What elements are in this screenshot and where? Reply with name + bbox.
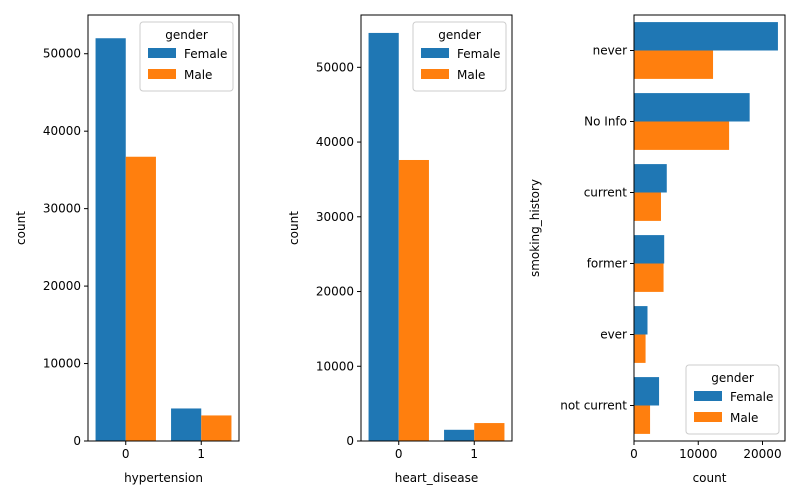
- legend-swatch-male: [148, 69, 176, 79]
- y-tick-label: former: [587, 257, 627, 271]
- legend-title: gender: [165, 28, 208, 42]
- legend-label-female: Female: [184, 47, 227, 61]
- legend-label-female: Female: [457, 47, 500, 61]
- y-tick-label: 0: [346, 434, 354, 448]
- y-axis-label: smoking_history: [528, 179, 542, 277]
- bar-female-1: [444, 429, 475, 441]
- y-tick-label: 20000: [43, 279, 81, 293]
- bar-male-0: [398, 159, 429, 441]
- bar-female-0: [368, 32, 399, 442]
- x-axis-label: count: [693, 471, 727, 485]
- bar-male-1: [201, 415, 232, 441]
- bar-female-0: [95, 38, 126, 442]
- legend-label-male: Male: [730, 411, 758, 425]
- x-tick-label: 0: [122, 447, 130, 461]
- y-axis-label: count: [287, 211, 301, 245]
- bar-male-not-current: [634, 405, 651, 434]
- bar-male-ever: [634, 334, 646, 363]
- x-tick-label: 1: [197, 447, 205, 461]
- axes-frame: [360, 14, 513, 442]
- bar-female-no-info: [634, 93, 750, 122]
- x-axis-label: hypertension: [124, 471, 203, 485]
- y-tick-label: 30000: [43, 202, 81, 216]
- y-tick-label: 50000: [43, 47, 81, 61]
- subplot-2: 0 1 0 10000 20000 30000 40000 50000 heart_diseas…: [287, 14, 513, 485]
- x-tick-label: 0: [395, 447, 403, 461]
- y-tick-label: 40000: [43, 124, 81, 138]
- y-tick-label: No Info: [584, 115, 627, 129]
- legend-label-male: Male: [184, 68, 212, 82]
- bar-male-never: [634, 50, 714, 79]
- y-tick-label: not current: [560, 399, 627, 413]
- bar-male-no-info: [634, 121, 730, 150]
- x-tick-label: 1: [470, 447, 478, 461]
- legend-swatch-female: [421, 48, 449, 58]
- bar-female-not-current: [634, 377, 660, 406]
- y-tick-label: 50000: [316, 60, 354, 74]
- bar-male-former: [634, 263, 664, 292]
- legend-title: gender: [711, 371, 754, 385]
- legend-swatch-female: [694, 391, 722, 401]
- y-tick-label: current: [584, 186, 628, 200]
- legend-swatch-male: [694, 412, 722, 422]
- legend-title: gender: [438, 28, 481, 42]
- legend: gender Female Male: [685, 364, 780, 435]
- bar-male-1: [474, 423, 505, 441]
- axes-frame: [633, 14, 786, 442]
- legend-swatch-female: [148, 48, 176, 58]
- x-tick-label: 10000: [679, 447, 717, 461]
- y-axis-label: count: [14, 211, 28, 245]
- y-tick-label: 40000: [316, 135, 354, 149]
- bar-female-current: [634, 164, 667, 193]
- x-tick-label: 0: [630, 447, 638, 461]
- y-tick-label: 30000: [316, 210, 354, 224]
- x-tick-label: 20000: [743, 447, 781, 461]
- y-tick-label: 20000: [316, 285, 354, 299]
- y-tick-label: 0: [73, 434, 81, 448]
- bar-male-0: [125, 156, 156, 441]
- axes-frame: [87, 14, 240, 442]
- bar-female-1: [171, 408, 202, 441]
- y-tick-label: ever: [600, 328, 627, 342]
- y-tick-label: 10000: [316, 359, 354, 373]
- subplot-1: 0 1 0 10000 20000 30000 40000 50000 hypertension…: [14, 14, 240, 485]
- bar-female-ever: [634, 306, 648, 335]
- legend: gender Female Male: [412, 21, 507, 92]
- bar-female-former: [634, 235, 665, 264]
- bar-male-current: [634, 192, 661, 221]
- y-tick-label: never: [593, 44, 627, 58]
- x-axis-label: heart_disease: [395, 471, 479, 485]
- y-tick-label: 10000: [43, 357, 81, 371]
- legend-label-male: Male: [457, 68, 485, 82]
- bar-female-never: [634, 22, 778, 51]
- legend-swatch-male: [421, 69, 449, 79]
- legend-label-female: Female: [730, 390, 773, 404]
- subplot-3: never No Info current former ever not current…: [528, 14, 786, 485]
- legend: gender Female Male: [139, 21, 234, 92]
